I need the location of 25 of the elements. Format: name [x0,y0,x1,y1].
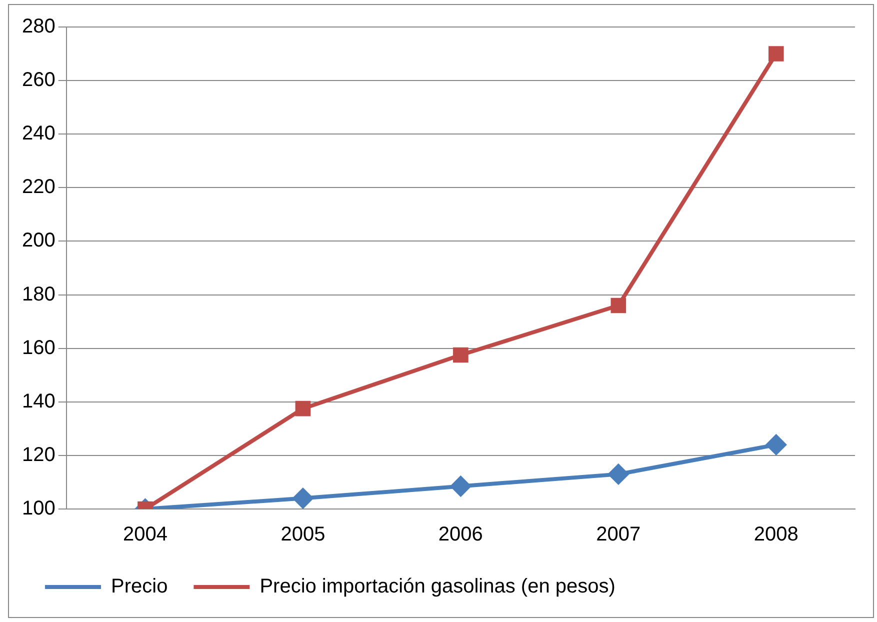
point [450,476,471,496]
y-tick-label: 180 [22,283,56,306]
y-tick-label: 280 [22,16,56,38]
y-tick-label: 260 [22,69,56,92]
y-tick-label: 140 [22,390,56,412]
x-tick-label: 2008 [754,524,798,546]
y-tick-label: 120 [22,444,56,466]
y-tick-label: 100 [22,498,56,520]
x-tick-label: 2007 [596,524,641,546]
point [768,46,784,62]
point [453,347,468,363]
legend-label: Precio importación gasolinas (en pesos) [260,576,616,598]
x-tick-label: 2006 [438,524,483,546]
x-tick-label: 2004 [122,524,168,546]
point [292,488,313,508]
point [766,434,786,455]
y-tick-label: 200 [22,230,56,252]
legend-label: Precio [111,576,168,598]
point [295,400,311,416]
x-tick-label: 2005 [280,524,326,546]
point [610,298,626,314]
y-tick-label: 220 [22,176,56,198]
y-tick-label: 160 [22,336,56,359]
y-tick-label: 240 [22,122,56,145]
point [608,464,628,484]
